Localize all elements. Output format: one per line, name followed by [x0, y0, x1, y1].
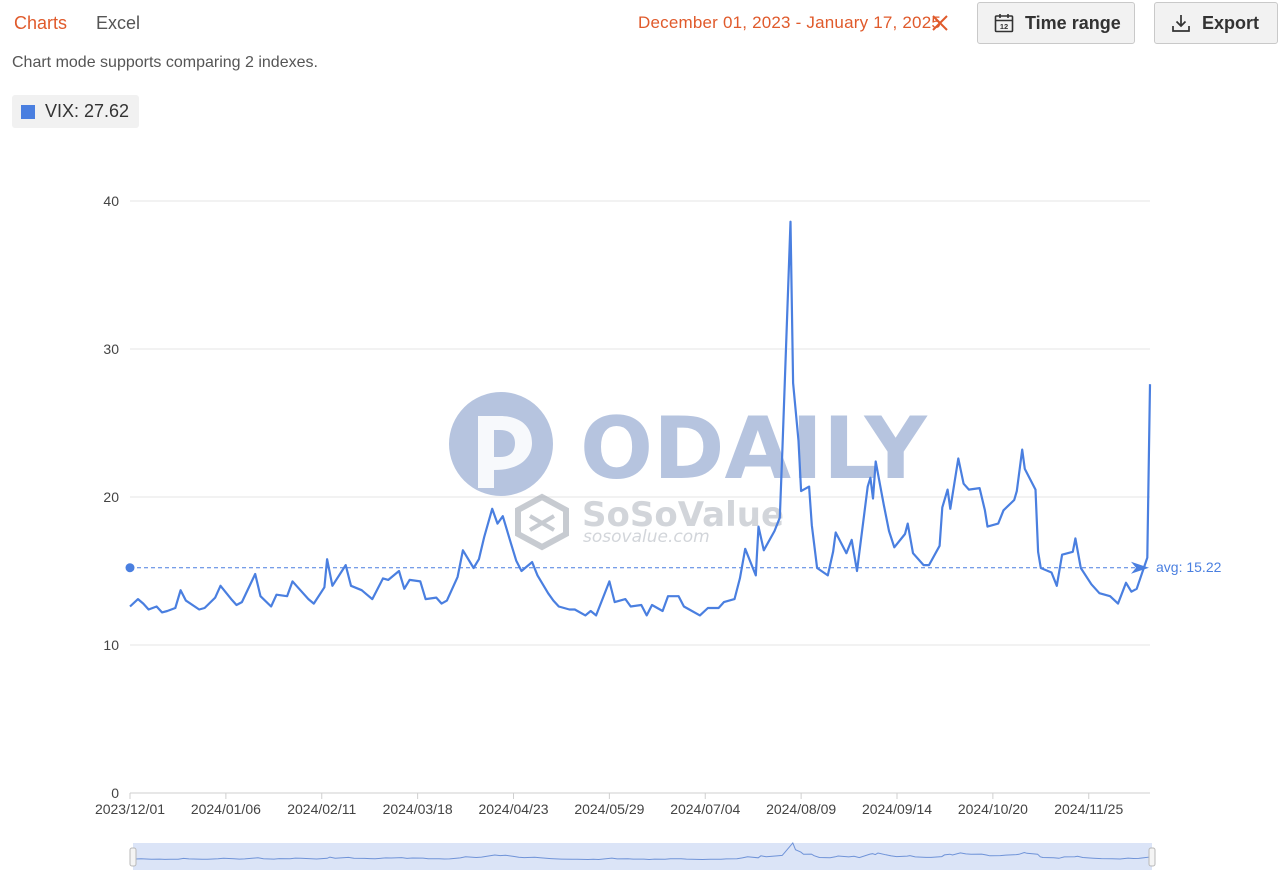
legend-item-vix[interactable]: VIX: 27.62 [12, 95, 140, 128]
watermark: ODAILY SoSoValue sosovalue.com [449, 392, 928, 551]
average-label: avg: 15.22 [1156, 559, 1222, 575]
average-arrow [1131, 561, 1149, 574]
time-range-label: Time range [1025, 12, 1121, 33]
svg-text:SoSoValue: SoSoValue [582, 495, 784, 535]
y-tick-label: 40 [103, 193, 119, 209]
y-tick-label: 0 [111, 785, 119, 801]
navigator-handle-right[interactable] [1148, 847, 1156, 867]
average-start-dot [125, 563, 135, 573]
compare-hint: Chart mode supports comparing 2 indexes. [12, 54, 318, 71]
x-tick-label: 2024/05/29 [574, 801, 644, 817]
close-icon[interactable] [928, 10, 954, 36]
svg-text:12: 12 [1000, 22, 1008, 31]
navigator-selection[interactable] [133, 843, 1152, 870]
export-button[interactable]: Export [1154, 2, 1278, 44]
x-tick-label: 2024/04/23 [478, 801, 548, 817]
range-navigator[interactable] [129, 841, 1156, 870]
tab-excel[interactable]: Excel [96, 13, 141, 33]
download-icon [1172, 15, 1190, 32]
navigator-line [132, 841, 1153, 861]
svg-text:sosovalue.com: sosovalue.com [583, 527, 710, 547]
x-tick-label: 2024/02/11 [287, 801, 356, 817]
navigator-handle-left[interactable] [129, 847, 137, 867]
x-tick-label: 2024/10/20 [958, 801, 1028, 817]
x-tick-label: 2023/12/01 [95, 801, 165, 817]
date-range-label: December 01, 2023 - January 17, 2025 [638, 13, 941, 32]
x-tick-label: 2024/03/18 [383, 801, 453, 817]
series-line-vix[interactable] [129, 220, 1152, 617]
y-tick-label: 30 [103, 341, 119, 357]
x-tick-label: 2024/11/25 [1054, 801, 1123, 817]
tab-charts[interactable]: Charts [14, 13, 68, 33]
y-tick-label: 10 [103, 637, 119, 653]
x-tick-label: 2024/01/06 [191, 801, 261, 817]
svg-text:ODAILY: ODAILY [580, 399, 928, 499]
x-tick-label: 2024/08/09 [766, 801, 836, 817]
y-tick-label: 20 [103, 489, 119, 505]
legend-swatch [21, 104, 35, 119]
export-label: Export [1202, 12, 1260, 33]
x-tick-label: 2024/09/14 [862, 801, 932, 817]
legend-label: VIX: 27.62 [45, 101, 130, 121]
x-tick-label: 2024/07/04 [670, 801, 740, 817]
calendar-icon: 12 [994, 14, 1014, 33]
time-range-button[interactable]: 12 Time range [977, 2, 1135, 44]
